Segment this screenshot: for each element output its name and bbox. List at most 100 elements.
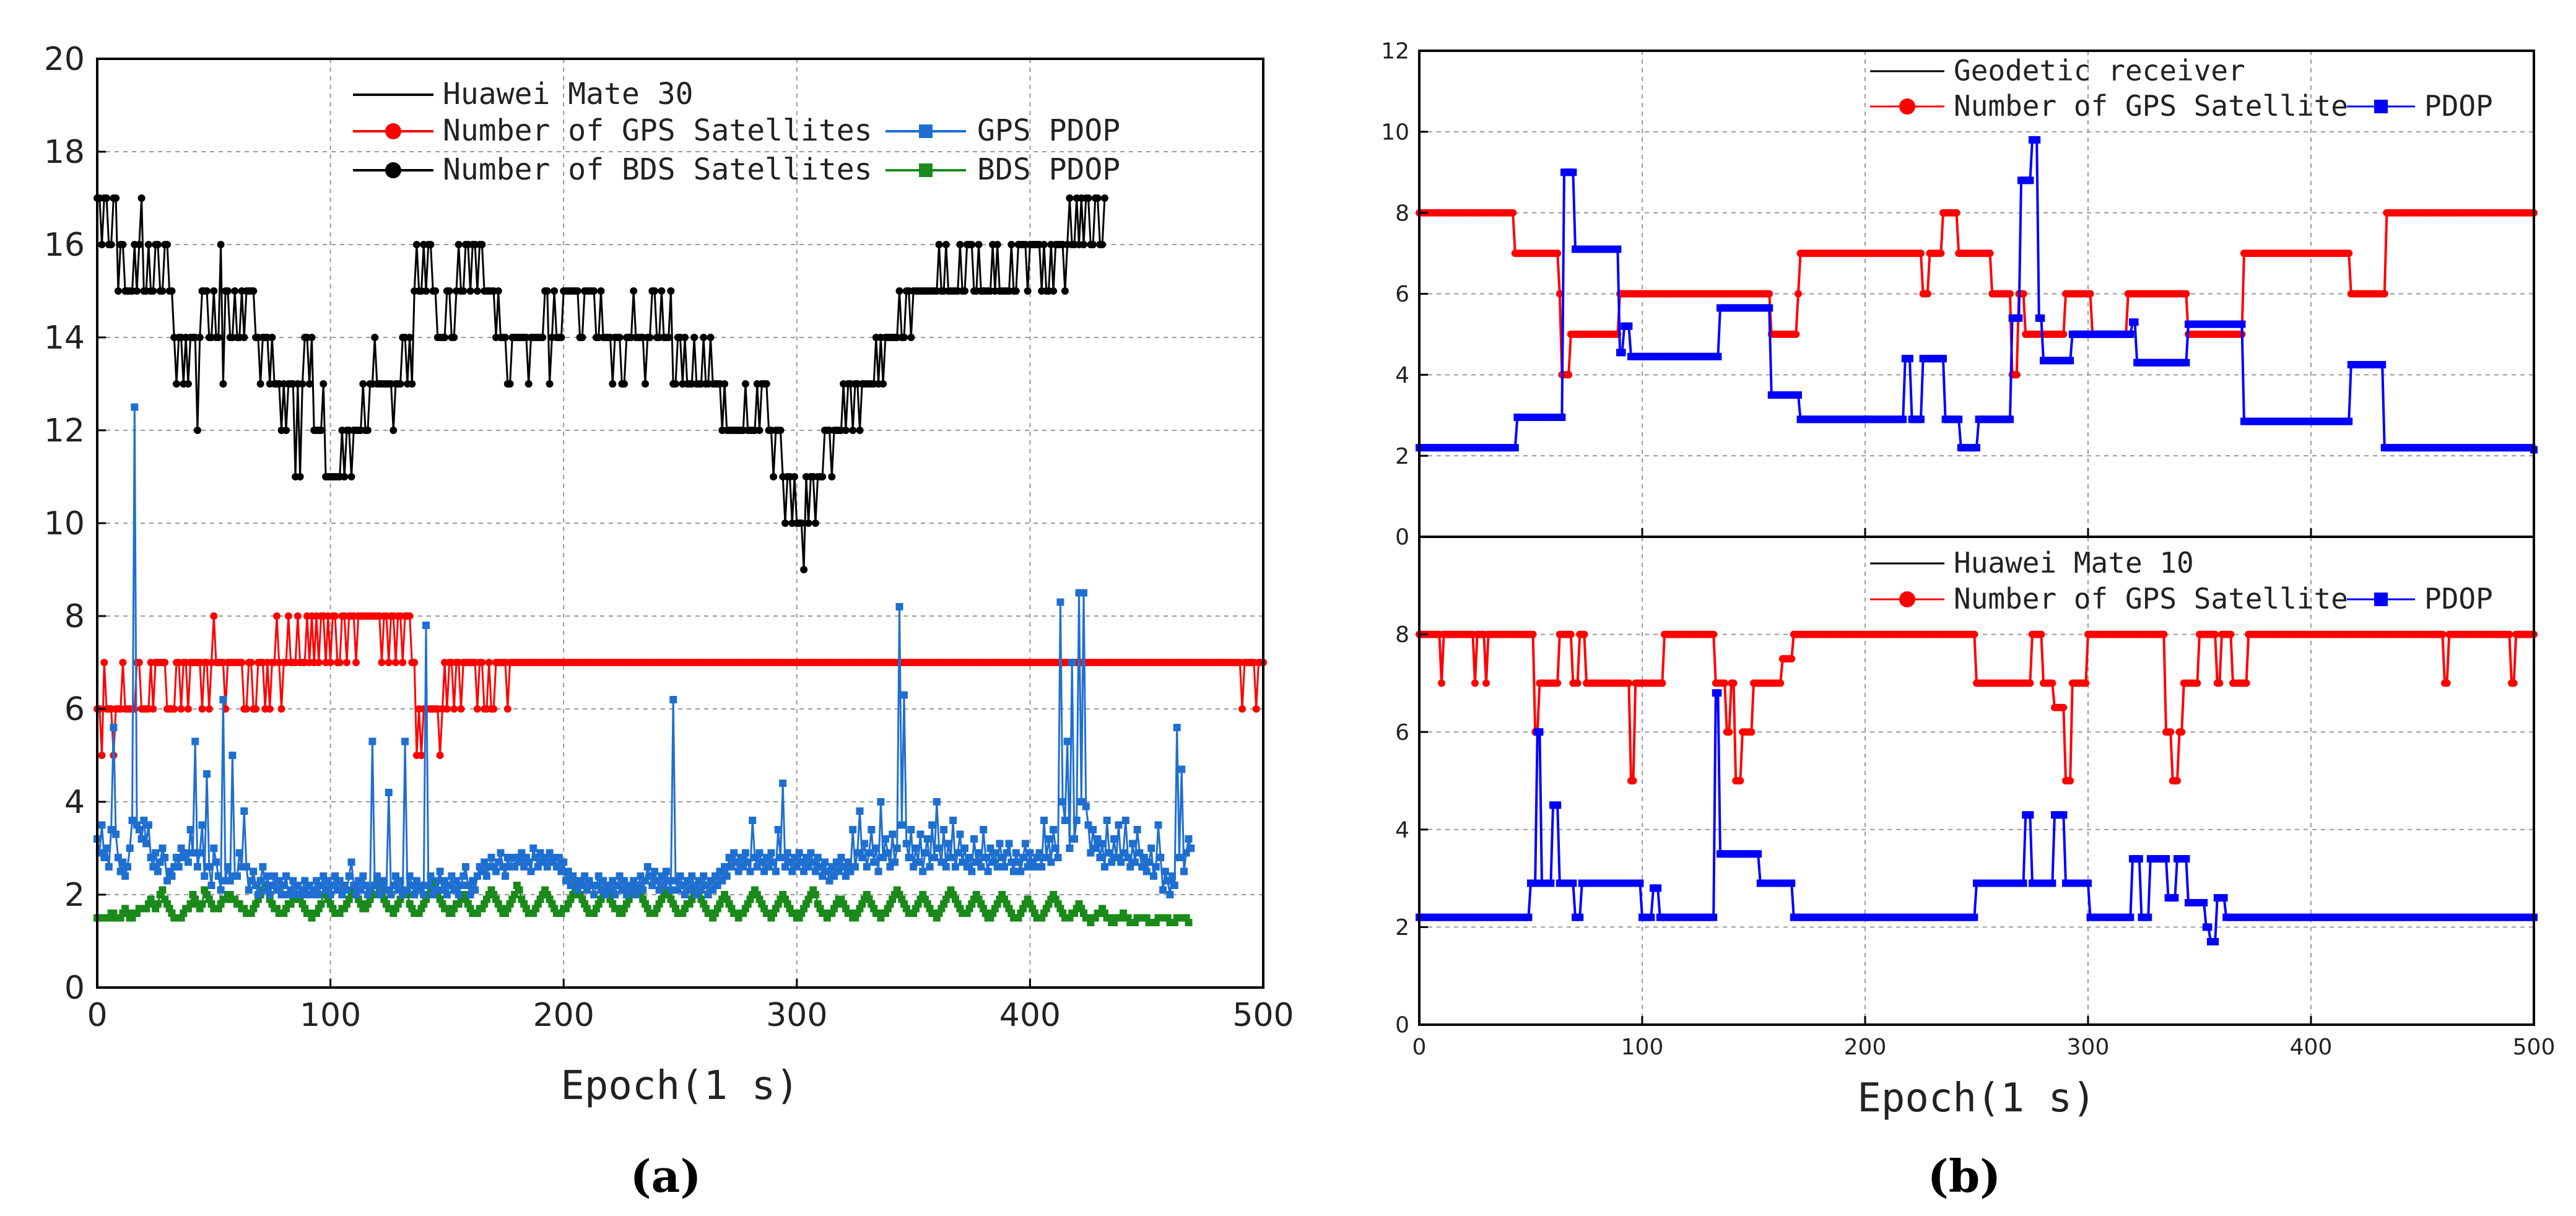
data-point [1955,415,1963,423]
data-point [889,830,897,838]
data-point [597,287,605,295]
data-point [385,789,393,796]
data-point [1180,867,1188,875]
data-point [546,380,554,388]
data-point [814,854,822,861]
data-point [250,287,258,295]
data-point [422,622,430,629]
data-point [445,287,453,295]
data-point [905,854,913,861]
data-point [114,287,122,295]
data-point [154,900,162,908]
data-point [135,826,143,833]
data-point [1788,655,1796,662]
data-point [868,826,876,833]
data-point [975,241,983,248]
data-point [119,241,127,248]
data-point [2019,290,2027,298]
data-point [485,659,493,666]
data-point [450,705,458,713]
data-point [2060,811,2068,819]
data-point [119,659,127,666]
legend-b-top-gps: Number of GPS Satellite [1954,89,2348,123]
data-point [170,705,178,713]
data-point [777,427,785,434]
data-point [343,659,350,666]
data-point [1168,872,1177,880]
data-point [159,886,167,894]
data-point [2066,777,2074,784]
data-point [879,380,887,388]
data-point [266,891,274,898]
data-point [893,845,901,852]
data-point [1529,630,1537,638]
data-point [110,724,118,731]
data-point [459,872,468,880]
data-point [849,826,857,833]
data-point [210,287,218,295]
data-point [1721,679,1729,687]
data-point [2060,330,2068,338]
data-point [1040,241,1048,248]
data-point [1658,679,1666,687]
data-point [100,659,108,666]
data-point [991,849,999,857]
data-point [2162,855,2170,863]
data-point [1068,659,1076,666]
data-point [543,287,551,295]
data-point [688,872,696,880]
panel-a-frame [96,58,1264,989]
data-point [2178,728,2186,736]
data-point [856,807,864,815]
data-point [168,287,176,295]
data-point [557,867,565,875]
data-point [277,705,285,713]
data-point [707,334,715,341]
data-point [730,849,738,857]
data-point [2505,630,2513,638]
data-point [2220,894,2228,902]
data-point [2510,679,2518,687]
data-point [254,891,262,898]
data-point [643,863,651,871]
data-point [1142,867,1151,875]
data-point [368,737,376,745]
data-point [2182,290,2190,298]
data-point [154,867,162,875]
data-point [1509,209,1517,217]
data-point [217,886,225,894]
data-point [432,886,440,894]
data-point [851,863,859,871]
series-number-of-gps-satellite [1416,630,2538,784]
data-point [1089,241,1097,248]
data-point [1010,867,1017,875]
data-point [2378,361,2387,368]
data-point [305,380,313,388]
data-point [741,849,749,857]
data-point [800,566,808,573]
data-point [1099,840,1107,848]
data-point [1185,835,1193,843]
data-point [436,752,444,759]
panel-b-bottom-frame [1418,536,2535,1026]
data-point [98,821,106,829]
data-point [331,612,339,620]
data-point [432,287,440,295]
data-point [870,858,878,866]
data-point [466,287,474,295]
data-point [515,886,523,894]
data-point [1017,867,1025,875]
data-point [247,659,255,666]
data-point [412,241,420,248]
data-point [1636,879,1644,887]
data-point [970,835,978,843]
data-point [196,849,204,857]
series-pdop [1416,689,2538,945]
data-point [417,752,425,759]
data-point [849,427,857,434]
data-point [2193,679,2201,687]
legend-a-header: Huawei Mate 30 [443,77,694,111]
data-point [1038,863,1046,871]
y-tick-label: 2 [1395,444,1409,469]
data-point [149,287,157,295]
